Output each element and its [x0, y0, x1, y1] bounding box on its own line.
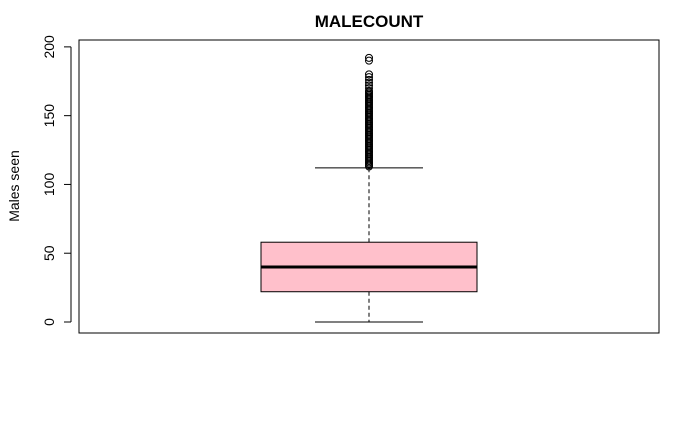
y-tick-label: 100: [41, 173, 57, 197]
outlier-point: [365, 78, 373, 87]
y-axis: 0 50 100 150 200: [41, 35, 72, 326]
y-axis-label: Males seen: [6, 150, 22, 222]
chart-title: MALECOUNT: [315, 12, 424, 31]
outlier-point: [365, 73, 373, 82]
box-group: [260, 167, 478, 323]
plot-frame: [78, 39, 660, 334]
y-tick-label: 200: [41, 35, 57, 59]
outlier-point: [365, 53, 373, 62]
y-tick-label: 50: [41, 245, 57, 261]
outlier-point: [365, 70, 373, 79]
outlier-point: [365, 86, 373, 95]
outlier-point: [365, 75, 373, 84]
outlier-group: [365, 53, 373, 171]
outlier-point: [365, 81, 373, 90]
outlier-point: [365, 56, 373, 65]
y-tick-label: 150: [41, 104, 57, 128]
y-tick-label: 0: [41, 318, 57, 326]
outlier-point: [365, 84, 373, 93]
